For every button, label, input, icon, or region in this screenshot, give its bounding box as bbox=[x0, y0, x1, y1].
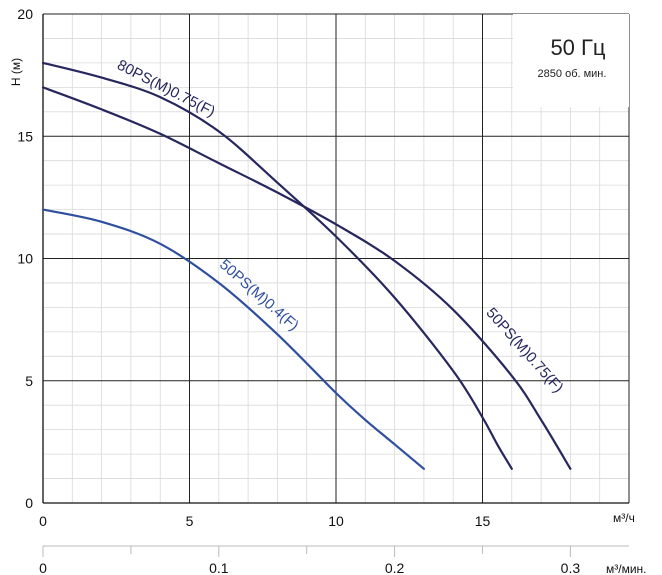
annotation-box bbox=[513, 14, 629, 107]
curve-50PS(M)0.4(F) bbox=[41, 208, 425, 470]
y-axis-label: H (м) bbox=[9, 58, 23, 86]
x-axis-label: м³/ч bbox=[613, 511, 635, 525]
curve-50PS(M)0.75(F) bbox=[41, 86, 572, 470]
secondary-x-axis bbox=[42, 545, 629, 557]
x2-axis-label: м³/мин. bbox=[606, 562, 647, 575]
y-tick-labels: 0 5 10 15 20 bbox=[17, 6, 33, 511]
y-tick-label: 0 bbox=[25, 495, 33, 511]
curve-80PS(M)0.75(F) bbox=[41, 61, 513, 470]
x2-tick-label: 0.1 bbox=[209, 560, 229, 575]
curve-label: 50PS(M)0.75(F) bbox=[483, 304, 567, 396]
x-tick-label: 15 bbox=[475, 513, 491, 529]
axes bbox=[42, 14, 629, 504]
x-tick-labels: 0 5 10 15 bbox=[39, 513, 490, 529]
x2-tick-labels: 0 0.1 0.2 0.3 bbox=[39, 560, 580, 575]
curve-label: 50PS(M)0.4(F) bbox=[216, 256, 302, 334]
y-tick-label: 10 bbox=[17, 251, 33, 267]
x2-tick-label: 0.3 bbox=[561, 560, 581, 575]
y-tick-label: 5 bbox=[25, 373, 33, 389]
speed-annotation: 2850 об. мин. bbox=[538, 68, 607, 80]
x2-tick-label: 0 bbox=[39, 560, 47, 575]
y-tick-label: 20 bbox=[17, 6, 33, 22]
x-tick-label: 5 bbox=[186, 513, 194, 529]
performance-curves bbox=[41, 61, 572, 470]
x2-tick-label: 0.2 bbox=[385, 560, 405, 575]
y-tick-label: 15 bbox=[17, 128, 33, 144]
curve-label: 80PS(M)0.75(F) bbox=[114, 57, 218, 121]
frequency-annotation: 50 Гц bbox=[550, 35, 605, 60]
x-tick-label: 0 bbox=[39, 513, 47, 529]
x-tick-label: 10 bbox=[328, 513, 344, 529]
